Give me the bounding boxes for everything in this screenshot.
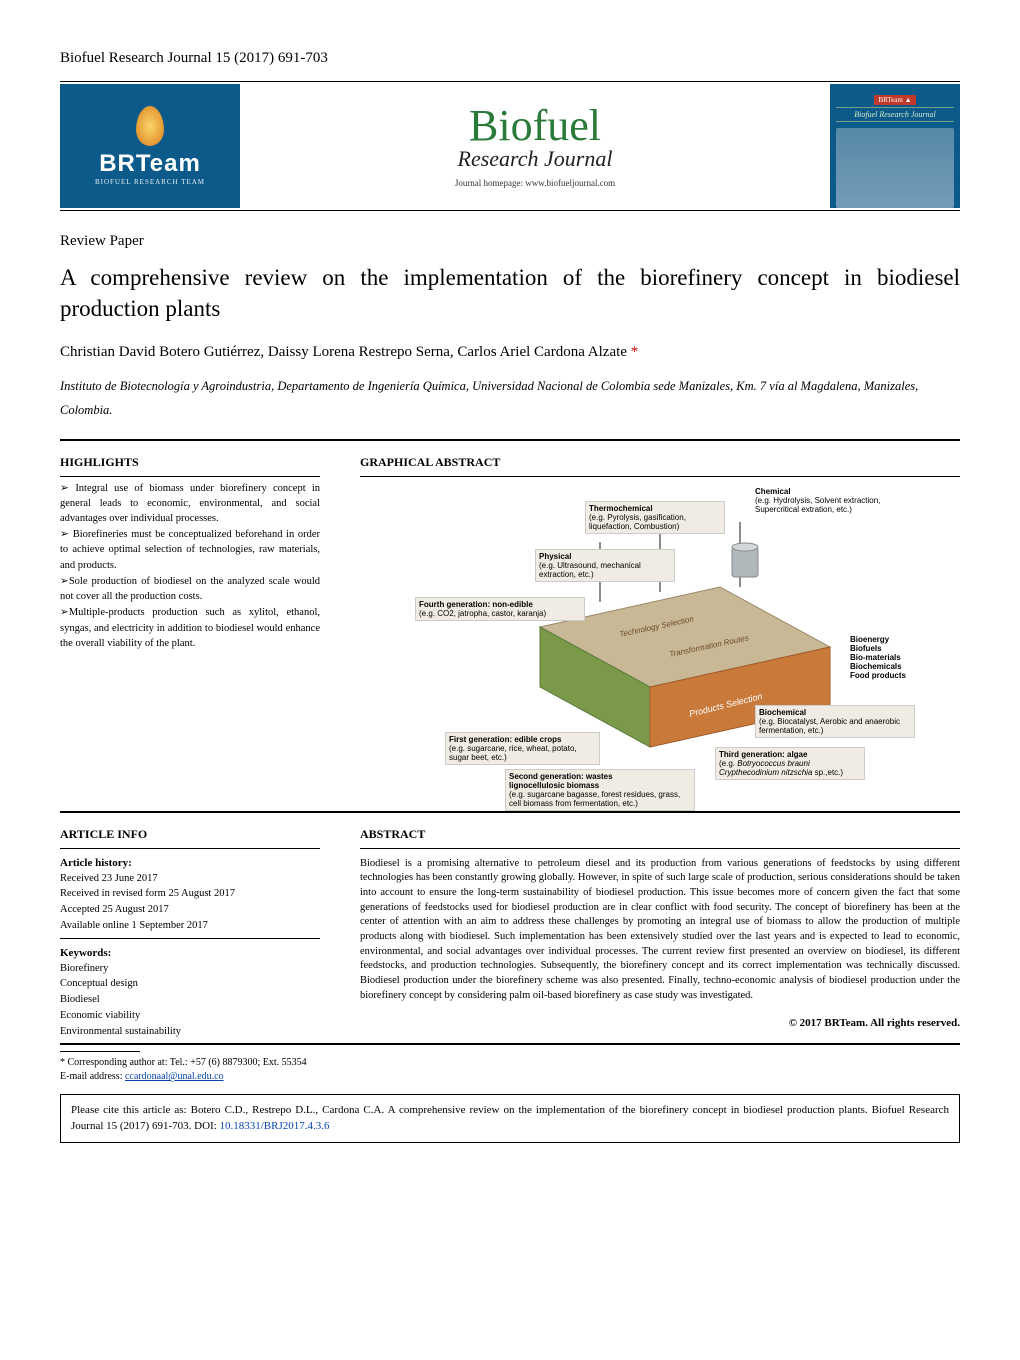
highlights-heading: HIGHLIGHTS xyxy=(60,455,320,470)
ga-label-first-gen: First generation: edible crops(e.g. suga… xyxy=(445,732,600,766)
keyword: Environmental sustainability xyxy=(60,1024,320,1040)
article-info-heading: ARTICLE INFO xyxy=(60,827,320,842)
ga-products-list: Bioenergy Biofuels Bio-materials Biochem… xyxy=(850,635,930,681)
graphical-abstract-figure: Raw Material Selection Products Selectio… xyxy=(360,487,960,807)
ga-label-third-gen: Third generation: algae(e.g. Botryococcu… xyxy=(715,747,865,781)
citation-text: Please cite this article as: Botero C.D.… xyxy=(71,1104,949,1131)
author-names: Christian David Botero Gutiérrez, Daissy… xyxy=(60,344,627,360)
ga-label-thermochemical: Thermochemical(e.g. Pyrolysis, gasificat… xyxy=(585,501,725,535)
highlight-item: ➢Multiple-products production such as xy… xyxy=(60,605,320,651)
abstract-heading: ABSTRACT xyxy=(360,827,960,842)
history-line: Received 23 June 2017 xyxy=(60,871,320,887)
cover-issue-tag: BRTeam ▲ xyxy=(874,95,915,105)
divider xyxy=(360,848,960,849)
highlights-row: HIGHLIGHTS ➢ Integral use of biomass und… xyxy=(60,445,960,807)
history-line: Received in revised form 25 August 2017 xyxy=(60,886,320,902)
graphical-abstract-heading: GRAPHICAL ABSTRACT xyxy=(360,455,960,470)
journal-cover-thumbnail: BRTeam ▲ Biofuel Research Journal xyxy=(830,84,960,208)
highlights-column: HIGHLIGHTS ➢ Integral use of biomass und… xyxy=(60,445,320,807)
history-line: Available online 1 September 2017 xyxy=(60,918,320,934)
corresponding-email-link[interactable]: ccardonaal@unal.edu.co xyxy=(125,1071,224,1082)
graphical-abstract-column: GRAPHICAL ABSTRACT Raw xyxy=(360,445,960,807)
cover-image-placeholder xyxy=(836,128,954,208)
logo-subtitle: BIOFUEL RESEARCH TEAM xyxy=(95,178,205,186)
ga-label-second-gen: Second generation: wasteslignocellulosic… xyxy=(505,769,695,812)
divider xyxy=(60,476,320,477)
copyright: © 2017 BRTeam. All rights reserved. xyxy=(360,1017,960,1029)
footnote-rule xyxy=(60,1051,140,1052)
ga-label-fourth-gen: Fourth generation: non-edible(e.g. CO2, … xyxy=(415,597,585,621)
article-info-column: ARTICLE INFO Article history: Received 2… xyxy=(60,817,320,1040)
cover-label: Biofuel Research Journal xyxy=(836,107,954,122)
brteam-logo: BRTeam BIOFUEL RESEARCH TEAM xyxy=(60,84,240,208)
paper-type: Review Paper xyxy=(60,233,960,250)
highlight-item: ➢ Biorefineries must be conceptualized b… xyxy=(60,527,320,573)
divider xyxy=(60,439,960,441)
ga-label-physical: Physical(e.g. Ultrasound, mechanical ext… xyxy=(535,549,675,583)
highlights-list: ➢ Integral use of biomass under biorefin… xyxy=(60,481,320,651)
corresponding-author: * Corresponding author at: Tel.: +57 (6)… xyxy=(60,1056,960,1084)
info-abstract-row: ARTICLE INFO Article history: Received 2… xyxy=(60,817,960,1040)
keywords-heading: Keywords: xyxy=(60,947,320,959)
highlight-item: ➢Sole production of biodiesel on the ana… xyxy=(60,574,320,604)
abstract-column: ABSTRACT Biodiesel is a promising altern… xyxy=(360,817,960,1040)
divider xyxy=(60,938,320,939)
journal-homepage: Journal homepage: www.biofueljournal.com xyxy=(455,178,615,188)
journal-sub-title: Research Journal xyxy=(458,146,613,172)
keyword: Economic viability xyxy=(60,1008,320,1024)
divider xyxy=(360,476,960,477)
history-line: Accepted 25 August 2017 xyxy=(60,902,320,918)
keyword: Conceptual design xyxy=(60,976,320,992)
corresponding-asterisk: * xyxy=(631,344,639,360)
ga-label-biochemical: Biochemical(e.g. Biocatalyst, Aerobic an… xyxy=(755,705,915,739)
journal-header: BRTeam BIOFUEL RESEARCH TEAM Biofuel Res… xyxy=(60,81,960,211)
affiliation: Instituto de Biotecnología y Agroindustr… xyxy=(60,375,960,423)
citation-box: Please cite this article as: Botero C.D.… xyxy=(60,1094,960,1143)
corresponding-email-line: E-mail address: ccardonaal@unal.edu.co xyxy=(60,1070,960,1084)
flame-icon xyxy=(136,106,164,146)
ga-label-chemical: Chemical(e.g. Hydrolysis, Solvent extrac… xyxy=(755,487,915,515)
logo-text: BRTeam xyxy=(99,150,201,178)
journal-main-title: Biofuel xyxy=(469,104,601,148)
history-heading: Article history: xyxy=(60,857,320,869)
highlight-item: ➢ Integral use of biomass under biorefin… xyxy=(60,481,320,527)
paper-title: A comprehensive review on the implementa… xyxy=(60,262,960,324)
citation-doi: 10.18331/BRJ2017.4.3.6 xyxy=(219,1120,329,1132)
keyword: Biorefinery xyxy=(60,961,320,977)
corresponding-tel: * Corresponding author at: Tel.: +57 (6)… xyxy=(60,1056,960,1070)
divider xyxy=(60,848,320,849)
journal-reference: Biofuel Research Journal 15 (2017) 691-7… xyxy=(60,50,960,67)
journal-title-block: Biofuel Research Journal Journal homepag… xyxy=(240,84,830,208)
keyword: Biodiesel xyxy=(60,992,320,1008)
authors: Christian David Botero Gutiérrez, Daissy… xyxy=(60,344,960,361)
abstract-text: Biodiesel is a promising alternative to … xyxy=(360,857,960,1004)
divider xyxy=(60,1043,960,1045)
